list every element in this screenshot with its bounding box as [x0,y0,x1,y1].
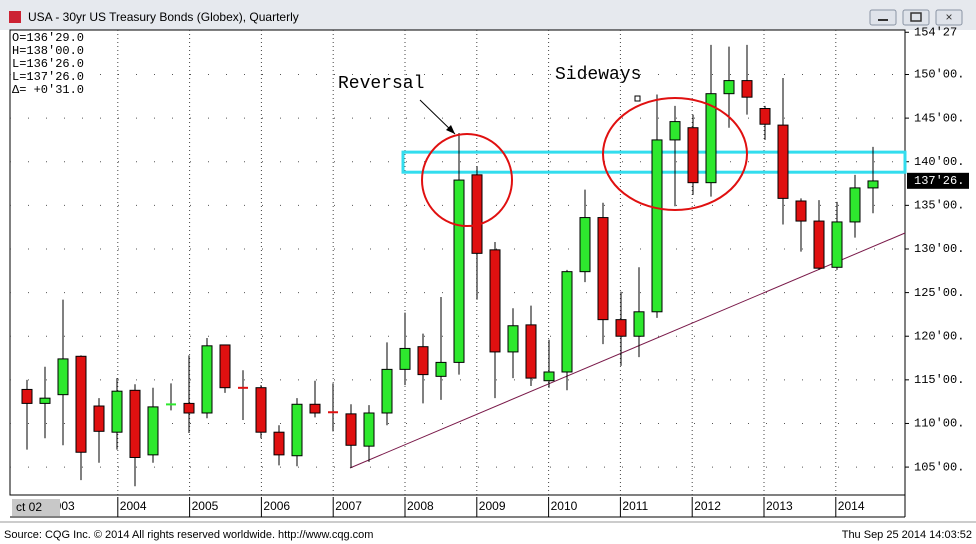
candle-body [219,344,231,389]
candle-body [255,387,267,433]
info-line: Δ= +0'31.0 [12,83,84,97]
candle-body [453,179,465,363]
trend-line [349,232,906,469]
candle-body [831,221,843,268]
y-tick-label: 115'00. [914,373,964,387]
candle-body [867,180,879,189]
maximize-icon [910,12,922,22]
y-tick-label: 110'00. [914,417,964,431]
candle-body [238,386,248,389]
cursor-box [12,499,60,516]
last-price-box [907,172,969,189]
candle-body [525,324,537,379]
candle-body [363,412,375,447]
candle-body [705,93,717,184]
x-tick-label: 2007 [335,499,362,513]
candle-body [39,397,51,404]
candle-body [651,139,663,313]
candle-body [723,80,735,95]
x-tick-label: 2009 [479,499,506,513]
info-line: L=136'26.0 [12,57,84,71]
x-tick-label: 2005 [192,499,219,513]
arrow-head [446,125,455,134]
candle-body [291,403,303,457]
y-tick-label: 105'00. [914,460,964,474]
y-tick-label: 154'27 [914,25,957,39]
candle-body [507,325,519,353]
candle-body [435,361,447,377]
candle-body [741,80,753,98]
annotation-anchor [634,95,641,102]
window-title: USA - 30yr US Treasury Bonds (Globex), Q… [28,10,299,24]
info-line: H=138'00.0 [12,44,84,58]
x-tick-label: 2011 [622,499,648,513]
candle-body [111,390,123,433]
candle-body [849,187,861,223]
candle-body [399,347,411,370]
candle-body [183,402,195,414]
candle-body [129,389,141,458]
candle-body [201,345,213,414]
candle-body [273,431,285,456]
candle-body [813,220,825,269]
candle-body [669,121,681,141]
x-tick-label: 2012 [694,499,721,513]
close-button[interactable] [935,9,963,26]
y-tick-label: 150'00. [914,68,964,82]
candle-body [166,403,176,406]
candle-body [543,371,555,382]
sideways-circle [602,97,748,211]
candle-body [328,411,338,414]
candle-body [687,127,699,184]
minimize-button[interactable] [869,9,897,26]
candle-body [489,249,501,353]
candle-body [57,358,69,396]
footer-date: Thu Sep 25 2014 14:03:52 [842,529,972,541]
title-bar [0,0,976,30]
x-tick-label: 2004 [120,499,147,513]
last-price-label: 137'26. [914,174,964,188]
info-line: L=137'26.0 [12,70,84,84]
y-tick-label: 145'00. [914,111,964,125]
candle-body [75,355,87,453]
candle-body [93,405,105,432]
candle-body [597,217,609,321]
candle-body [795,200,807,222]
candle-body [615,319,627,337]
candle-body [345,413,357,446]
close-icon: × [945,10,952,24]
y-tick-label: 140'00. [914,155,964,169]
candle-body [417,346,429,376]
y-tick-label: 135'00. [914,199,964,213]
app-icon [9,11,21,23]
maximize-button[interactable] [902,9,930,26]
x-tick-label: 2014 [838,499,865,513]
x-tick-label: 2010 [551,499,578,513]
y-tick-label: 120'00. [914,329,964,343]
footer-source: Source: CQG Inc. © 2014 All rights reser… [4,529,373,541]
annotation: Sideways [555,65,641,85]
y-tick-label: 125'00. [914,286,964,300]
candle-body [759,108,771,125]
cursor-label: ct 02 [16,500,42,514]
x-tick-label: 2013 [766,499,793,513]
reversal-circle [421,133,513,227]
x-tick-label: 2006 [263,499,290,513]
candle-body [21,388,33,404]
candle-body [561,271,573,373]
candle-body [471,174,483,254]
x-tick-label: 2008 [407,499,434,513]
candle-body [777,124,789,199]
candle-body [579,217,591,273]
candle-body [381,368,393,414]
annotation: Reversal [338,74,424,94]
candle-body [633,311,645,337]
y-tick-label: 130'00. [914,242,964,256]
info-line: O=136'29.0 [12,31,84,45]
candle-body [147,406,159,456]
candle-body [309,403,321,414]
